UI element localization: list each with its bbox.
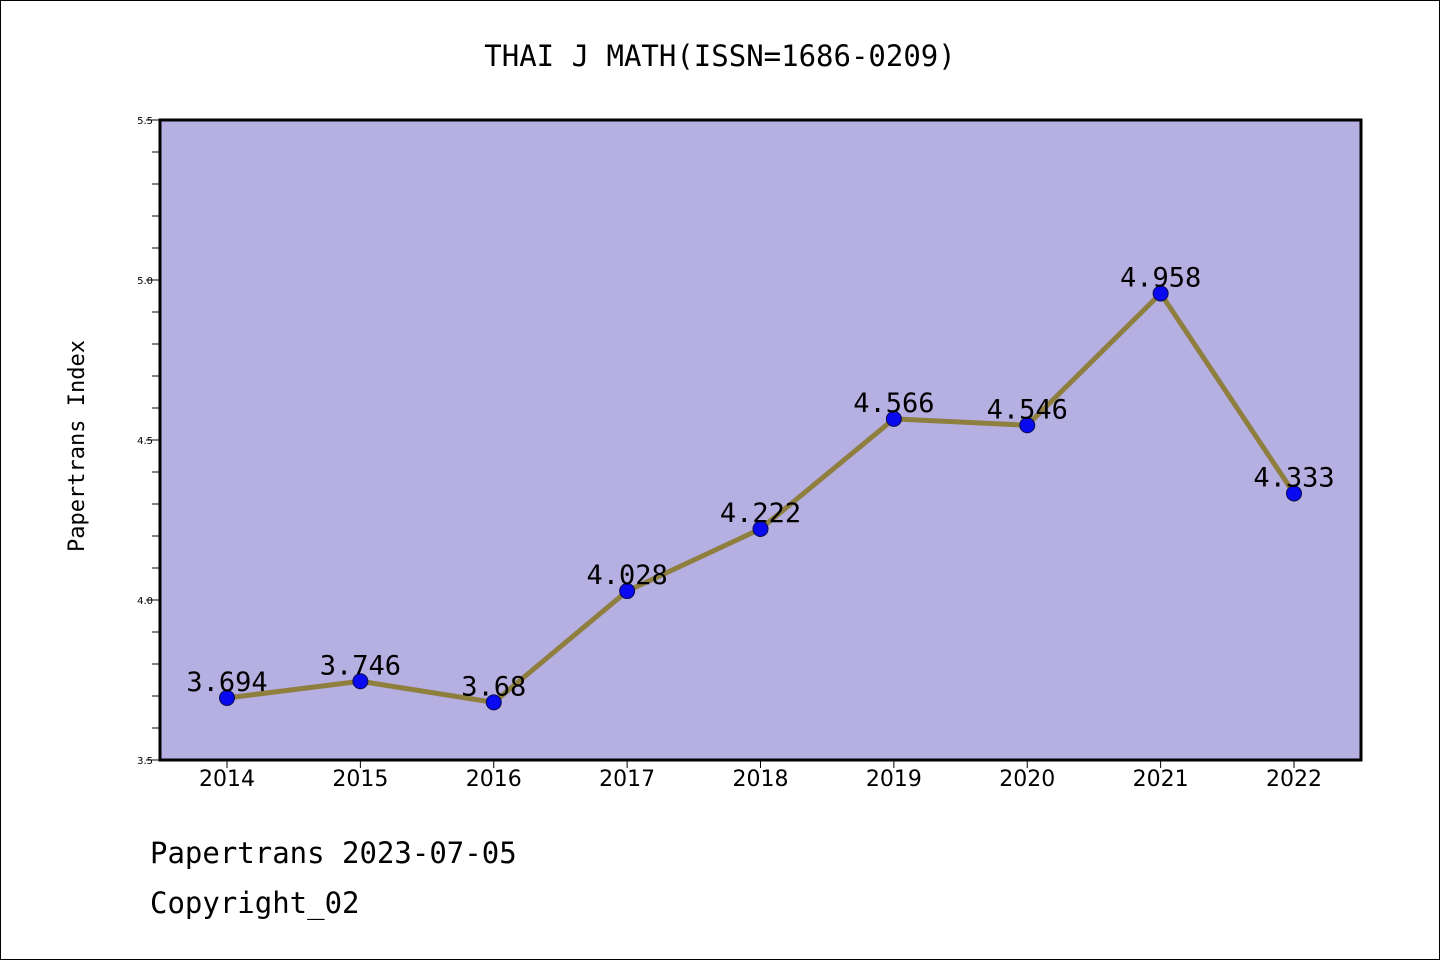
data-point — [1286, 485, 1302, 502]
x-tick-label: 2018 — [733, 767, 789, 792]
y-axis: 3.5 4.0 4.5 5.0 5.5 — [137, 116, 160, 767]
data-label: 3.694 — [186, 667, 267, 698]
data-point — [219, 689, 235, 706]
data-label: 4.546 — [987, 394, 1068, 425]
data-label: 4.222 — [720, 498, 801, 529]
data-point — [352, 673, 369, 690]
y-tick-label: 5.0 — [137, 276, 153, 287]
chart-title: THAI J MATH(ISSN=1686-0209) — [484, 39, 955, 73]
data-label: 4.333 — [1253, 462, 1334, 493]
x-tick-label: 2016 — [466, 767, 522, 792]
y-axis-label: Papertrans Index — [65, 340, 90, 552]
x-tick-label: 2022 — [1266, 767, 1322, 792]
y-tick-label: 5.5 — [137, 116, 153, 127]
data-point — [619, 583, 636, 600]
y-tick-label: 4.5 — [137, 436, 153, 447]
data-label: 3.746 — [320, 650, 401, 681]
plot-area — [160, 120, 1361, 760]
x-tick-label: 2019 — [866, 767, 922, 792]
data-label: 3.68 — [461, 671, 526, 702]
data-point — [1152, 285, 1169, 302]
x-tick-label: 2015 — [332, 767, 388, 792]
footer-copyright: Copyright_02 — [150, 886, 360, 920]
data-point — [885, 410, 902, 427]
data-labels: 3.694 3.746 3.68 4.028 4.222 4.566 4.546 4.958 4… — [186, 262, 1334, 702]
x-tick-label: 2021 — [1133, 767, 1189, 792]
data-label: 4.566 — [853, 388, 934, 419]
x-axis: 2014 2015 2016 2017 2018 2019 2020 2021 2022 — [199, 760, 1322, 792]
x-tick-label: 2014 — [199, 767, 255, 792]
data-point — [485, 694, 502, 711]
footer-date: Papertrans 2023-07-05 — [150, 836, 517, 870]
x-tick-label: 2017 — [599, 767, 655, 792]
x-tick-label: 2020 — [999, 767, 1055, 792]
data-point — [752, 520, 769, 537]
data-markers — [219, 285, 1302, 711]
data-label: 4.958 — [1120, 262, 1201, 293]
y-tick-label: 4.0 — [137, 596, 153, 607]
data-label: 4.028 — [586, 560, 667, 591]
data-point — [1019, 417, 1036, 434]
plot-border — [158, 118, 1363, 762]
y-tick-label: 3.5 — [137, 756, 153, 767]
